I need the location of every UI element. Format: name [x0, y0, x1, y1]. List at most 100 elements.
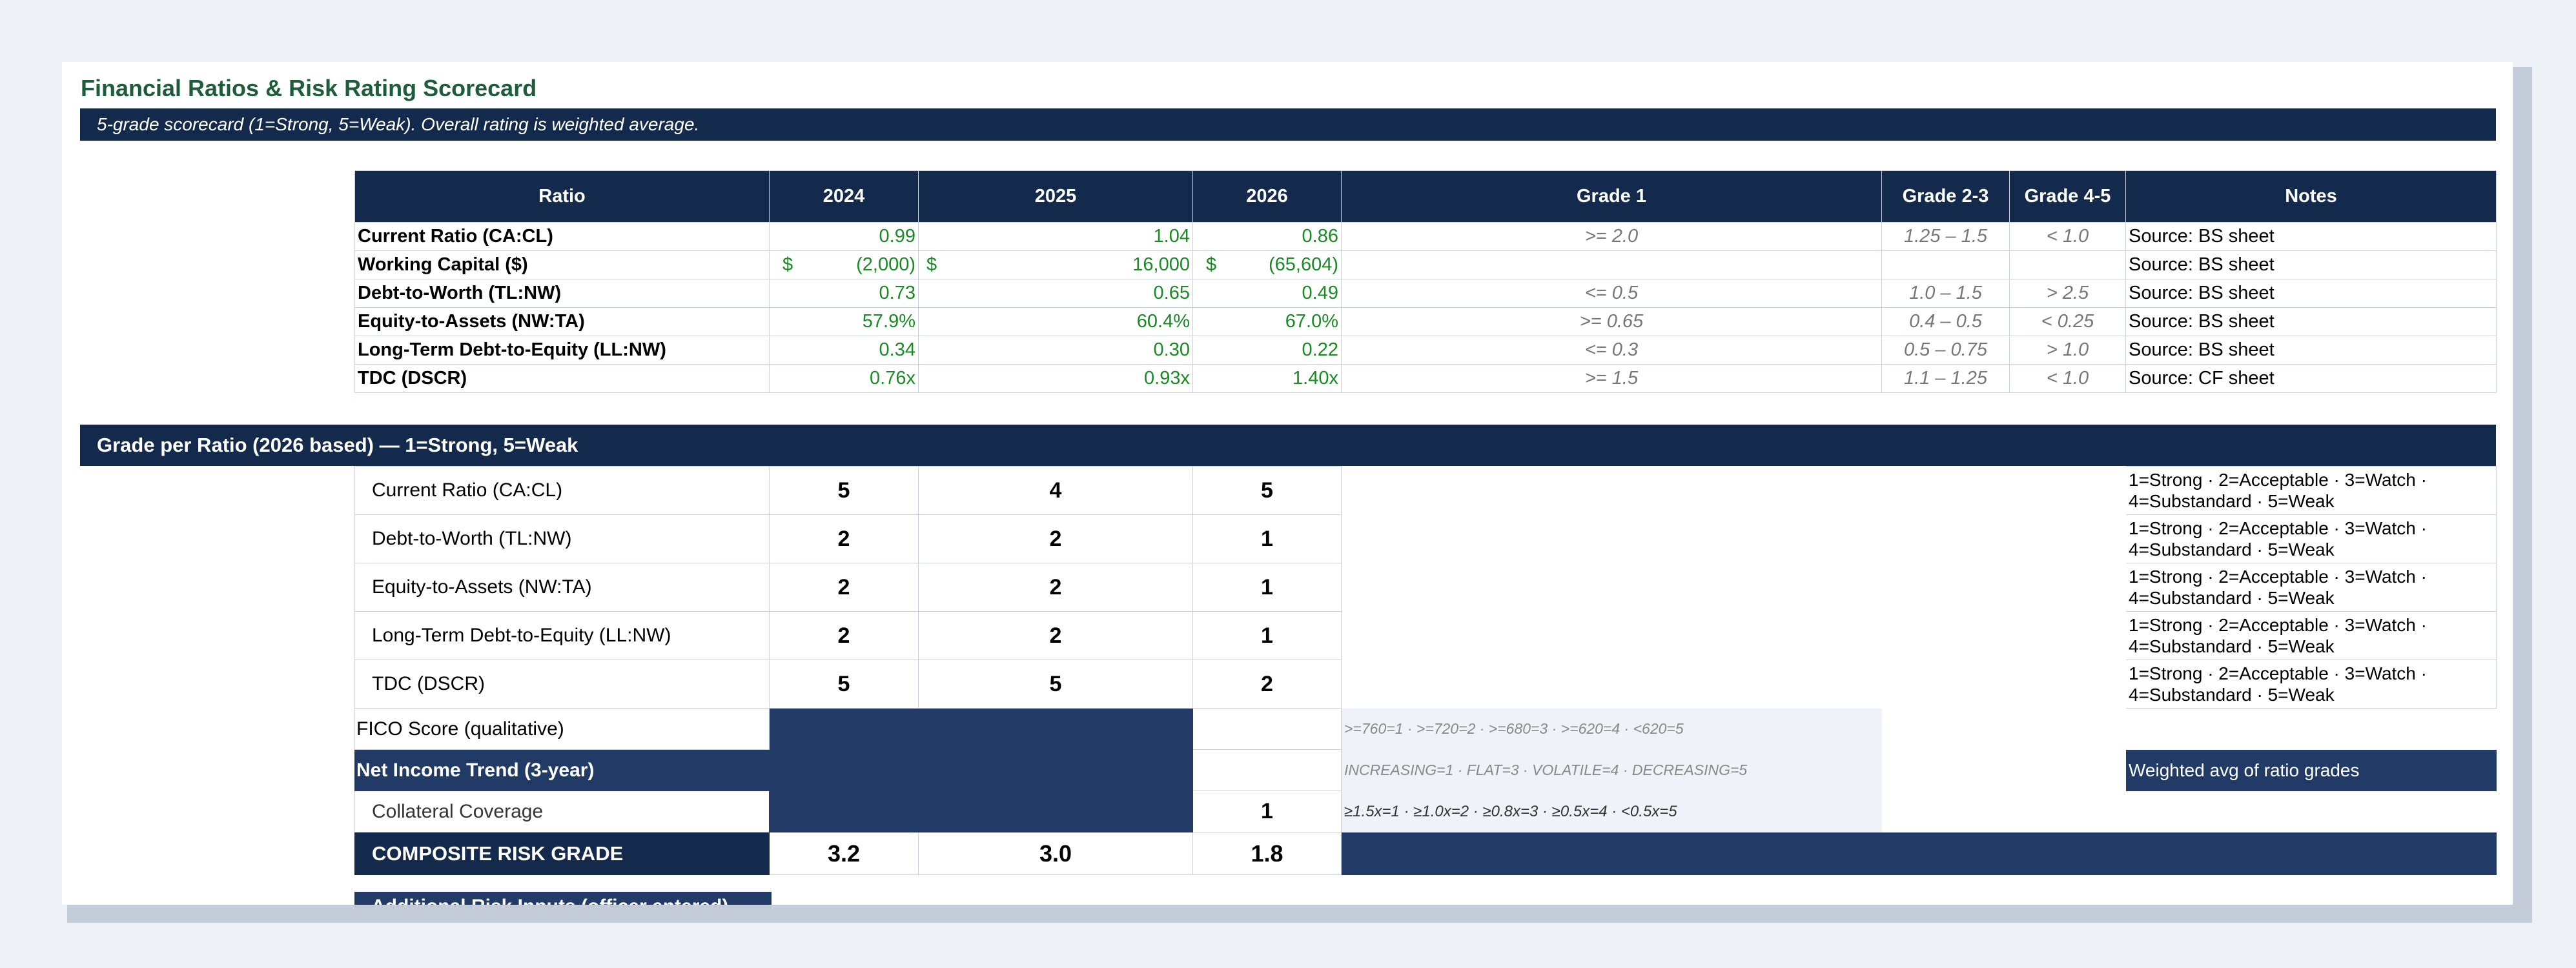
grade-2026-cell[interactable]: 1 [1192, 563, 1342, 612]
grade-2026-cell[interactable]: 5 [1192, 466, 1342, 515]
notes-cell[interactable]: Source: BS sheet [2125, 222, 2497, 251]
composite-label[interactable]: COMPOSITE RISK GRADE [354, 832, 770, 875]
value-2026-cell[interactable]: 1.40x [1192, 364, 1342, 393]
header-grade-2-3[interactable]: Grade 2-3 [1881, 170, 2010, 223]
grade-2024-cell[interactable]: 2 [769, 514, 919, 563]
value-2026-cell[interactable]: 67.0% [1192, 307, 1342, 336]
grade-2024-cell[interactable]: 5 [769, 660, 919, 709]
grade-1-criteria-cell[interactable]: >= 0.65 [1341, 307, 1882, 336]
grade-2-3-criteria-cell[interactable]: 1.1 – 1.25 [1881, 364, 2010, 393]
value-2026-cell[interactable]: 0.86 [1192, 222, 1342, 251]
grade-1-criteria-cell[interactable]: <= 0.3 [1341, 336, 1882, 365]
grade-2025-cell[interactable]: 2 [918, 611, 1193, 660]
grade-1-criteria-cell[interactable] [1341, 250, 1882, 279]
composite-2026-cell[interactable]: 1.8 [1192, 832, 1342, 875]
grade-2-3-criteria-cell[interactable]: 1.0 – 1.5 [1881, 279, 2010, 308]
ratio-name-cell[interactable]: Debt-to-Worth (TL:NW) [354, 279, 770, 308]
value-2025-cell[interactable]: 1.04 [918, 222, 1193, 251]
grade-legend-cell[interactable]: 1=Strong · 2=Acceptable · 3=Watch · 4=Su… [2125, 466, 2497, 515]
value-2024-cell[interactable]: 0.76x [769, 364, 919, 393]
value-2025-cell[interactable]: 0.65 [918, 279, 1193, 308]
grade-2026-cell[interactable]: 2 [1192, 660, 1342, 709]
header-grade-4-5[interactable]: Grade 4-5 [2009, 170, 2126, 223]
empty-cell[interactable] [1882, 750, 2126, 791]
grade-2-3-criteria-cell[interactable]: 0.4 – 0.5 [1881, 307, 2010, 336]
grade-4-5-criteria-cell[interactable]: > 2.5 [2009, 279, 2126, 308]
grade-2024-cell[interactable]: 2 [769, 611, 919, 660]
grade-4-5-criteria-cell[interactable]: < 0.25 [2009, 307, 2126, 336]
grade-4-5-criteria-cell[interactable]: < 1.0 [2009, 222, 2126, 251]
grade-2-3-criteria-cell[interactable]: 1.25 – 1.5 [1881, 222, 2010, 251]
grade-1-criteria-cell[interactable]: >= 1.5 [1341, 364, 1882, 393]
value-2026-cell[interactable]: $ (65,604) [1192, 250, 1342, 279]
net-income-rule-cell[interactable]: INCREASING=1 · FLAT=3 · VOLATILE=4 · DEC… [1341, 749, 1882, 791]
empty-cell[interactable] [1342, 660, 2126, 709]
weighted-avg-note[interactable]: Weighted avg of ratio grades [2125, 749, 2497, 791]
composite-2024-cell[interactable]: 3.2 [769, 832, 919, 875]
grade-4-5-criteria-cell[interactable]: > 1.0 [2009, 336, 2126, 365]
empty-cell[interactable] [1882, 791, 2497, 832]
header-grade-1[interactable]: Grade 1 [1341, 170, 1882, 223]
grade-row-label[interactable]: Long-Term Debt-to-Equity (LL:NW) [354, 611, 770, 660]
grade-2024-cell[interactable]: 5 [769, 466, 919, 515]
value-2026-cell[interactable]: 0.49 [1192, 279, 1342, 308]
value-2024-cell[interactable]: 0.73 [769, 279, 919, 308]
grade-2025-cell[interactable]: 2 [918, 514, 1193, 563]
collateral-rule-cell[interactable]: ≥1.5x=1 · ≥1.0x=2 · ≥0.8x=3 · ≥0.5x=4 · … [1341, 791, 1882, 832]
collateral-label[interactable]: Collateral Coverage [354, 791, 770, 832]
value-2024-cell[interactable]: 57.9% [769, 307, 919, 336]
grade-row-label[interactable]: TDC (DSCR) [354, 660, 770, 709]
empty-cell[interactable] [1882, 709, 2497, 750]
notes-cell[interactable]: Source: BS sheet [2125, 307, 2497, 336]
header-2025[interactable]: 2025 [918, 170, 1193, 223]
composite-2025-cell[interactable]: 3.0 [918, 832, 1193, 875]
grade-legend-cell[interactable]: 1=Strong · 2=Acceptable · 3=Watch · 4=Su… [2125, 514, 2497, 563]
grade-legend-cell[interactable]: 1=Strong · 2=Acceptable · 3=Watch · 4=Su… [2125, 660, 2497, 709]
header-2026[interactable]: 2026 [1192, 170, 1342, 223]
grade-2-3-criteria-cell[interactable] [1881, 250, 2010, 279]
ratio-name-cell[interactable]: Equity-to-Assets (NW:TA) [354, 307, 770, 336]
notes-cell[interactable]: Source: BS sheet [2125, 336, 2497, 365]
net-income-grade-cell[interactable] [1192, 749, 1342, 791]
grade-row-label[interactable]: Current Ratio (CA:CL) [354, 466, 770, 515]
grade-2026-cell[interactable]: 1 [1192, 611, 1342, 660]
grade-2024-cell[interactable]: 2 [769, 563, 919, 612]
header-notes[interactable]: Notes [2125, 170, 2497, 223]
grade-row-label[interactable]: Debt-to-Worth (TL:NW) [354, 514, 770, 563]
notes-cell[interactable]: Source: BS sheet [2125, 279, 2497, 308]
grade-4-5-criteria-cell[interactable] [2009, 250, 2126, 279]
header-ratio[interactable]: Ratio [354, 170, 770, 223]
net-income-label[interactable]: Net Income Trend (3-year) [354, 749, 770, 791]
ratio-name-cell[interactable]: Working Capital ($) [354, 250, 770, 279]
header-2024[interactable]: 2024 [769, 170, 919, 223]
value-2025-cell[interactable]: $16,000 [918, 250, 1193, 279]
empty-cell[interactable] [1342, 563, 2126, 612]
grade-row-label[interactable]: Equity-to-Assets (NW:TA) [354, 563, 770, 612]
fico-grade-cell[interactable] [1192, 708, 1342, 750]
empty-cell[interactable] [1342, 612, 2126, 660]
value-2025-cell[interactable]: 0.30 [918, 336, 1193, 365]
collateral-grade-cell[interactable]: 1 [1192, 791, 1342, 832]
notes-cell[interactable]: Source: CF sheet [2125, 364, 2497, 393]
grade-2-3-criteria-cell[interactable]: 0.5 – 0.75 [1881, 336, 2010, 365]
fico-rule-cell[interactable]: >=760=1 · >=720=2 · >=680=3 · >=620=4 · … [1341, 708, 1882, 750]
empty-cell[interactable] [1342, 467, 2126, 515]
grade-1-criteria-cell[interactable]: <= 0.5 [1341, 279, 1882, 308]
grade-2026-cell[interactable]: 1 [1192, 514, 1342, 563]
grade-legend-cell[interactable]: 1=Strong · 2=Acceptable · 3=Watch · 4=Su… [2125, 611, 2497, 660]
value-2024-cell[interactable]: 0.99 [769, 222, 919, 251]
value-2024-cell[interactable]: $ (2,000) [769, 250, 919, 279]
grade-1-criteria-cell[interactable]: >= 2.0 [1341, 222, 1882, 251]
fico-label[interactable]: FICO Score (qualitative) [354, 708, 770, 750]
grade-legend-cell[interactable]: 1=Strong · 2=Acceptable · 3=Watch · 4=Su… [2125, 563, 2497, 612]
ratio-name-cell[interactable]: TDC (DSCR) [354, 364, 770, 393]
grade-2025-cell[interactable]: 5 [918, 660, 1193, 709]
value-2025-cell[interactable]: 0.93x [918, 364, 1193, 393]
value-2026-cell[interactable]: 0.22 [1192, 336, 1342, 365]
grade-2025-cell[interactable]: 2 [918, 563, 1193, 612]
value-2025-cell[interactable]: 60.4% [918, 307, 1193, 336]
ratio-name-cell[interactable]: Long-Term Debt-to-Equity (LL:NW) [354, 336, 770, 365]
ratio-name-cell[interactable]: Current Ratio (CA:CL) [354, 222, 770, 251]
grade-2025-cell[interactable]: 4 [918, 466, 1193, 515]
empty-cell[interactable] [1342, 515, 2126, 563]
